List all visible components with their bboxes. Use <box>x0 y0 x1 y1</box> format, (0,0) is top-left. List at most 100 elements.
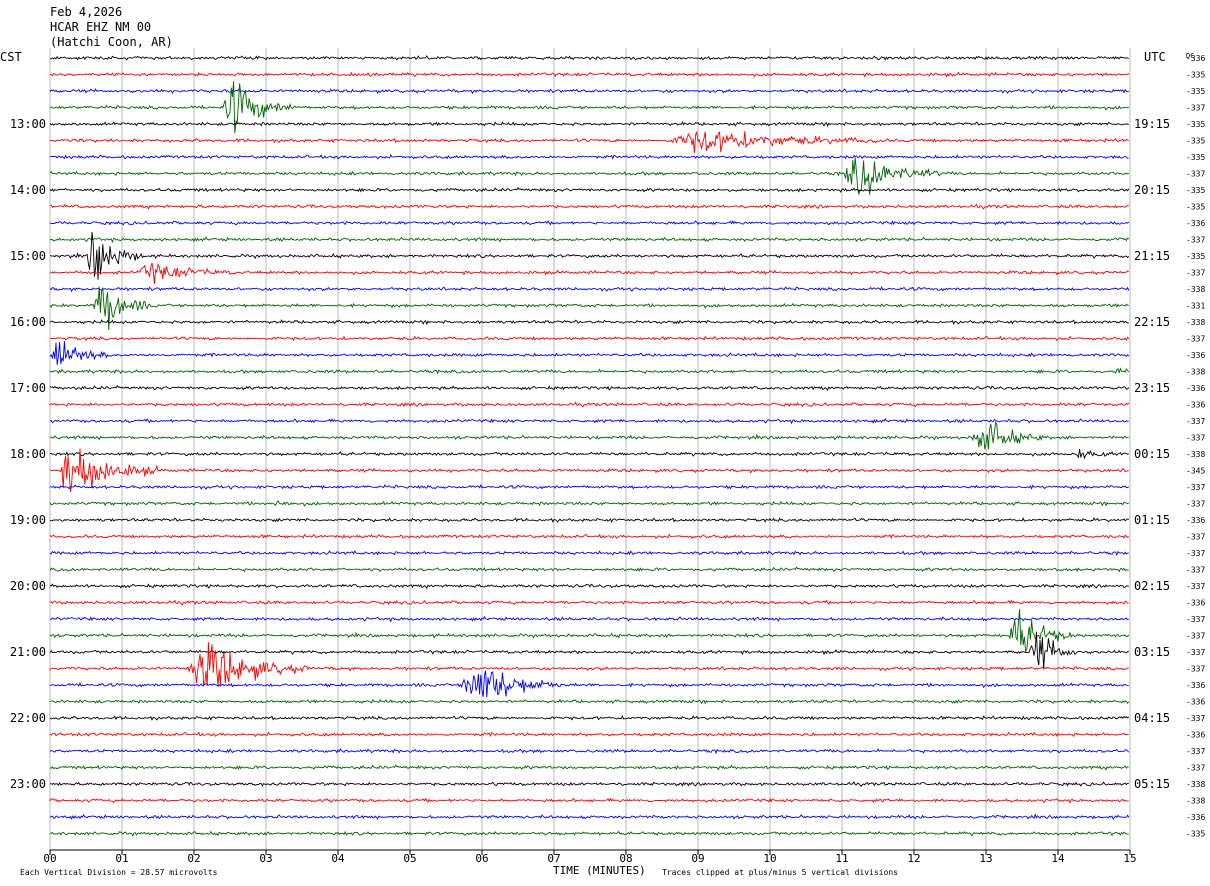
x-tick-label: 04 <box>331 852 345 865</box>
dc-offset-label: -338 <box>1186 450 1205 459</box>
x-tick-label: 07 <box>547 852 560 865</box>
dc-offset-label: -337 <box>1186 417 1205 426</box>
dc-offset-label: -337 <box>1186 434 1205 443</box>
dc-offset-label: -336 <box>1186 681 1205 690</box>
dc-offset-label: -337 <box>1186 714 1205 723</box>
seismic-trace <box>49 599 1129 606</box>
seismic-trace <box>49 615 1129 623</box>
seismic-trace <box>49 550 1129 557</box>
dc-offset-label: -337 <box>1186 747 1205 756</box>
dc-offset-label: -336 <box>1186 384 1205 393</box>
date-label: Feb 4,2026 <box>50 5 122 19</box>
seismic-trace <box>49 670 1129 698</box>
seismic-trace <box>49 319 1129 326</box>
dc-offset-label: -337 <box>1186 582 1205 591</box>
x-tick-label: 15 <box>1123 852 1136 865</box>
grid-lines <box>49 48 1131 850</box>
dc-offset-label: -335 <box>1186 830 1205 839</box>
seismic-trace <box>49 341 1130 365</box>
time-axis: 00 01 02 03 04 05 06 07 08 09 10 11 12 13 14 15 <box>43 849 1137 865</box>
dc-offset-label: -336 <box>1186 219 1205 228</box>
x-tick-label: 00 <box>43 852 56 865</box>
dc-offset-label: -335 <box>1186 186 1205 195</box>
dc-offset-label: -335 <box>1186 120 1205 129</box>
utc-hour-label: 22:15 <box>1134 315 1170 329</box>
dc-offset-label: -337 <box>1186 632 1205 641</box>
dc-offset-label: -336 <box>1186 813 1205 822</box>
utc-hour-label: 05:15 <box>1134 777 1170 791</box>
cst-hour-label: 19:00 <box>10 513 46 527</box>
cst-hour-label: 18:00 <box>10 447 46 461</box>
dc-offset-label: -335 <box>1186 153 1205 162</box>
seismic-trace <box>49 483 1130 490</box>
utc-hour-label: 00:15 <box>1134 447 1170 461</box>
x-tick-label: 02 <box>187 852 200 865</box>
seismic-trace <box>49 367 1130 375</box>
x-tick-label: 12 <box>907 852 920 865</box>
x-tick-label: 01 <box>115 852 128 865</box>
x-tick-label: 14 <box>1051 852 1065 865</box>
seismic-trace <box>49 220 1130 226</box>
seismic-trace <box>49 517 1130 523</box>
seismic-trace <box>49 731 1130 738</box>
dc-offset-label: -345 <box>1186 467 1205 476</box>
seismic-trace <box>49 417 1129 425</box>
seismic-trace <box>49 187 1130 193</box>
dc-offset-label: -337 <box>1186 104 1205 113</box>
seismic-trace <box>49 81 1130 134</box>
seismic-trace <box>49 609 1130 653</box>
dc-offset-label: -337 <box>1186 269 1205 278</box>
cst-hour-label: 22:00 <box>10 711 46 725</box>
seismic-trace <box>49 401 1130 408</box>
seismic-trace <box>49 154 1129 160</box>
dc-offset-label: -337 <box>1186 483 1205 492</box>
seismic-trace <box>49 232 1130 280</box>
seismic-trace <box>49 236 1130 244</box>
dc-offset-label: -338 <box>1186 318 1205 327</box>
dc-offset-label: -336 <box>1186 599 1205 608</box>
cst-hour-label: 20:00 <box>10 579 46 593</box>
seismic-trace <box>49 642 1129 688</box>
cst-hour-labels: 13:00 14:00 15:00 16:00 17:00 18:00 19:00 20:00… <box>10 117 46 791</box>
trace-group <box>49 55 1130 837</box>
x-tick-label: 09 <box>691 852 704 865</box>
dc-offset-label: -337 <box>1186 335 1205 344</box>
dc-offset-label: -337 <box>1186 615 1205 624</box>
dc-offset-label: -337 <box>1186 648 1205 657</box>
dc-offset-label: -337 <box>1186 665 1205 674</box>
utc-hour-label: 03:15 <box>1134 645 1170 659</box>
dc-offset-label: -338 <box>1186 797 1205 806</box>
cst-hour-label: 23:00 <box>10 777 46 791</box>
seismic-trace <box>49 533 1130 540</box>
dc-offset-label: -337 <box>1186 170 1205 179</box>
dc-offset-label: -336 <box>1186 401 1205 410</box>
seismic-trace <box>49 748 1130 755</box>
seismic-trace <box>49 764 1129 771</box>
utc-hour-label: 20:15 <box>1134 183 1170 197</box>
utc-hour-label: 21:15 <box>1134 249 1170 263</box>
seismic-trace <box>49 335 1130 342</box>
dc-offset-label: -336 <box>1186 351 1205 360</box>
dc-offset-label: -336 <box>1186 731 1205 740</box>
utc-hour-label: 02:15 <box>1134 579 1170 593</box>
x-tick-label: 13 <box>979 852 992 865</box>
cst-hour-label: 17:00 <box>10 381 46 395</box>
dc-offset-label: -335 <box>1186 137 1205 146</box>
seismic-trace <box>49 813 1130 820</box>
dc-offset-label: -335 <box>1186 71 1205 80</box>
dc-offset-label: -338 <box>1186 285 1205 294</box>
cst-hour-label: 15:00 <box>10 249 46 263</box>
x-axis-title: TIME (MINUTES) <box>553 864 646 877</box>
cst-hour-label: 13:00 <box>10 117 46 131</box>
x-tick-label: 08 <box>619 852 632 865</box>
utc-hour-labels: 19:15 20:15 21:15 22:15 23:15 00:15 01:15 02:15… <box>1134 117 1170 791</box>
seismic-trace <box>49 157 1130 196</box>
x-tick-label: 11 <box>835 852 848 865</box>
utc-hour-label: 01:15 <box>1134 513 1170 527</box>
dc-header-label: DC <box>1186 52 1194 60</box>
dc-offset-labels: -336 -335 -335 -337 -335 -335 -335 -337 -335 -335… <box>1186 54 1205 839</box>
seismic-trace <box>49 566 1129 573</box>
dc-offset-label: -337 <box>1186 533 1205 542</box>
utc-hour-label: 19:15 <box>1134 117 1170 131</box>
